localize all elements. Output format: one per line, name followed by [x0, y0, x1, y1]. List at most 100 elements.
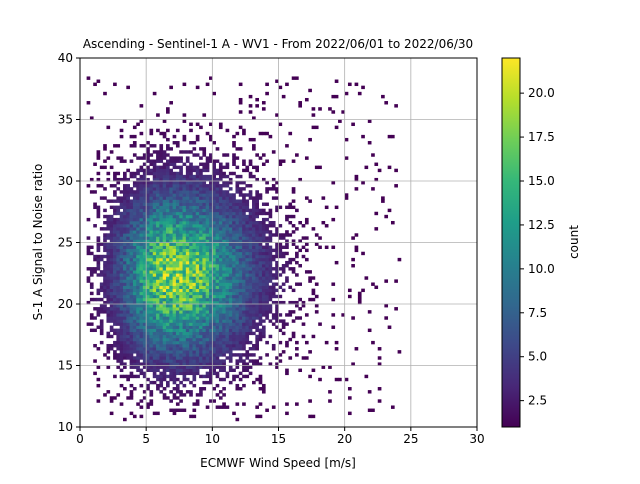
heatmap-cell	[146, 141, 150, 145]
heatmap-cell	[261, 307, 266, 311]
heatmap-cell	[189, 193, 193, 197]
heatmap-cell	[295, 245, 299, 250]
heatmap-cell	[222, 190, 226, 194]
heatmap-cell	[192, 291, 197, 296]
heatmap-cell	[126, 251, 130, 256]
heatmap-cell	[103, 239, 107, 243]
heatmap-cell	[146, 294, 150, 299]
y-axis-label: S-1 A Signal to Noise ratio	[31, 164, 45, 321]
heatmap-cell	[109, 313, 114, 317]
heatmap-cell	[139, 205, 144, 210]
heatmap-cell	[215, 224, 220, 228]
heatmap-cell	[86, 184, 91, 188]
heatmap-cell	[169, 171, 173, 176]
heatmap-cell	[142, 359, 147, 363]
heatmap-cell	[162, 291, 167, 296]
heatmap-cell	[261, 257, 266, 262]
heatmap-cell	[152, 304, 157, 308]
heatmap-cell	[232, 156, 236, 160]
heatmap-cell	[142, 276, 147, 280]
heatmap-cell	[129, 239, 134, 243]
heatmap-cell	[218, 328, 223, 333]
heatmap-cell	[252, 257, 256, 262]
heatmap-cell	[132, 365, 137, 369]
heatmap-cell	[116, 279, 121, 283]
heatmap-cell	[238, 236, 243, 240]
heatmap-cell	[202, 340, 207, 345]
heatmap-cell	[185, 217, 190, 222]
heatmap-cell	[228, 285, 233, 289]
heatmap-cell	[192, 304, 197, 308]
heatmap-cell	[189, 285, 193, 289]
heatmap-cell	[258, 267, 263, 271]
heatmap-cell	[195, 276, 200, 280]
heatmap-cell	[387, 208, 392, 213]
heatmap-cell	[222, 337, 226, 342]
heatmap-cell	[215, 300, 220, 305]
heatmap-cell	[209, 267, 213, 271]
heatmap-cell	[271, 291, 276, 296]
heatmap-cell	[175, 267, 180, 271]
heatmap-cell	[222, 220, 226, 225]
heatmap-cell	[123, 260, 127, 265]
heatmap-cell	[166, 220, 170, 225]
heatmap-cell	[175, 171, 180, 176]
heatmap-cell	[132, 325, 137, 329]
heatmap-cell	[192, 245, 197, 250]
heatmap-cell	[384, 316, 389, 320]
heatmap-cell	[205, 282, 210, 286]
heatmap-cell	[308, 399, 312, 403]
heatmap-cell	[93, 270, 97, 274]
heatmap-cell	[242, 248, 246, 253]
heatmap-cell	[215, 304, 220, 308]
heatmap-cell	[232, 202, 236, 206]
heatmap-cell	[156, 331, 160, 336]
heatmap-cell	[228, 304, 233, 308]
heatmap-cell	[166, 288, 170, 293]
heatmap-cell	[106, 291, 111, 296]
heatmap-cell	[238, 340, 243, 345]
heatmap-cell	[132, 279, 137, 283]
heatmap-cell	[172, 310, 177, 314]
heatmap-cell	[119, 356, 124, 360]
heatmap-cell	[162, 156, 167, 160]
heatmap-cell	[162, 254, 167, 259]
heatmap-cell	[242, 227, 246, 231]
heatmap-cell	[189, 393, 193, 397]
heatmap-cell	[202, 325, 207, 329]
heatmap-cell	[252, 217, 256, 222]
heatmap-cell	[109, 205, 114, 210]
heatmap-cell	[261, 291, 266, 296]
heatmap-cell	[156, 328, 160, 333]
heatmap-cell	[126, 279, 130, 283]
heatmap-cell	[169, 248, 173, 253]
heatmap-cell	[209, 214, 213, 219]
heatmap-cell	[252, 116, 256, 120]
heatmap-cell	[192, 214, 197, 219]
heatmap-cell	[139, 236, 144, 240]
heatmap-cell	[258, 374, 263, 379]
heatmap-cell	[162, 131, 167, 136]
heatmap-cell	[212, 248, 216, 253]
heatmap-cell	[179, 325, 183, 329]
heatmap-cell	[261, 285, 266, 289]
heatmap-cell	[159, 340, 164, 345]
heatmap-cell	[238, 387, 243, 391]
heatmap-cell	[139, 304, 144, 308]
heatmap-cell	[245, 328, 250, 333]
heatmap-cell	[278, 273, 283, 277]
heatmap-cell	[146, 165, 150, 170]
heatmap-cell	[245, 245, 250, 250]
heatmap-cell	[189, 276, 193, 280]
heatmap-cell	[142, 390, 147, 394]
heatmap-cell	[129, 251, 134, 256]
heatmap-cell	[129, 193, 134, 197]
heatmap-cell	[354, 177, 359, 182]
heatmap-cell	[218, 362, 223, 366]
heatmap-cell	[252, 239, 256, 243]
heatmap-cell	[119, 257, 124, 262]
heatmap-cell	[235, 251, 240, 256]
heatmap-cell	[172, 233, 177, 237]
heatmap-cell	[162, 267, 167, 271]
heatmap-cell	[199, 214, 203, 219]
